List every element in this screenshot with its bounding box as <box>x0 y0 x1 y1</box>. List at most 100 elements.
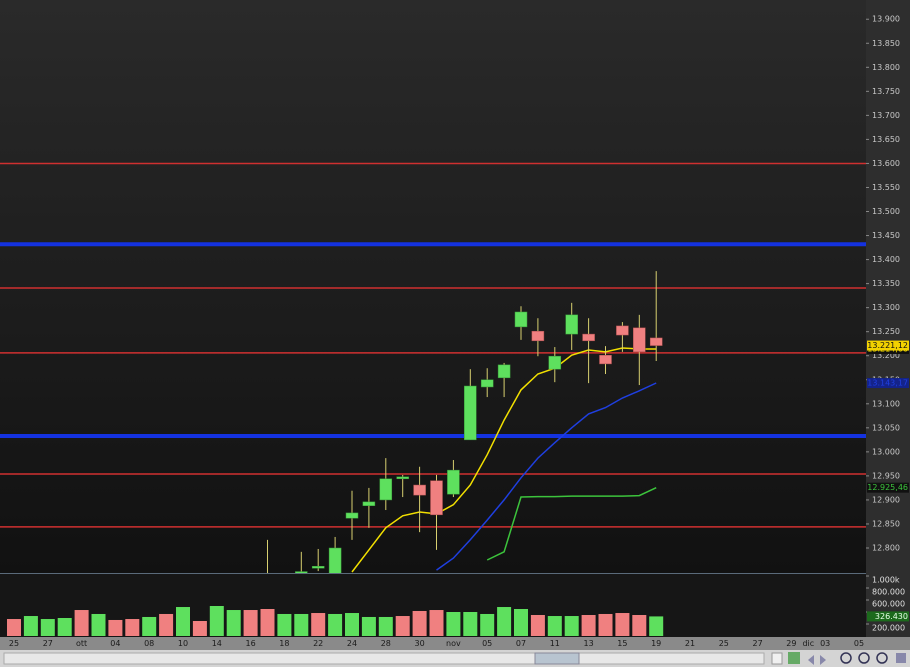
volume-plot <box>7 606 664 636</box>
y-tick-label: 800.000 <box>872 588 905 597</box>
icon[interactable] <box>820 655 826 665</box>
y-tick-label: 600.000 <box>872 600 905 609</box>
volume-bar <box>108 619 123 636</box>
candle-body <box>616 325 629 336</box>
x-tick-label: 22 <box>313 639 323 648</box>
candle-body <box>379 478 393 501</box>
value-tag-label: 326.430 <box>875 612 908 621</box>
value-tag <box>867 482 909 493</box>
volume-bar <box>311 613 326 636</box>
volume-bar <box>176 607 190 636</box>
x-axis <box>0 637 910 650</box>
x-tick-label: 08 <box>144 639 154 648</box>
candle-body <box>565 314 578 335</box>
y-tick-label: 12.850 <box>872 519 900 528</box>
zoom-icon[interactable] <box>840 652 852 664</box>
y-tick-label: 12.900 <box>872 495 900 504</box>
volume-bar <box>463 612 478 636</box>
x-tick-label: 13 <box>584 639 594 648</box>
value-tag <box>867 611 909 622</box>
toolbar-icons <box>788 652 906 665</box>
candle-body <box>413 484 426 496</box>
x-tick-label: 27 <box>43 639 53 648</box>
candle-body <box>430 480 443 516</box>
price-plot <box>0 162 866 573</box>
volume-bar <box>615 613 630 636</box>
zoom-icon[interactable] <box>858 652 870 664</box>
volume-bar <box>7 619 21 636</box>
x-tick-label: 03 <box>820 639 830 648</box>
volume-bar <box>209 606 224 636</box>
volume-bar <box>649 616 664 636</box>
volume-bar <box>429 610 444 636</box>
icon[interactable] <box>788 652 800 664</box>
x-tick-label: 25 <box>9 639 19 648</box>
y-tick-label: 12.800 <box>872 544 900 553</box>
x-tick-label: 11 <box>550 639 560 648</box>
y-tick-label: 13.250 <box>872 327 900 336</box>
y-tick-label: 1.000k <box>872 576 900 585</box>
x-tick-label: 18 <box>279 639 289 648</box>
y-tick-label: 13.500 <box>872 207 900 216</box>
volume-bar <box>378 616 393 636</box>
x-tick-label: 30 <box>415 639 425 648</box>
scroll-button[interactable] <box>771 652 783 665</box>
volume-bar <box>581 615 596 636</box>
axes: 12.800 12.850 12.900 12.950 13.000 13.050 13.1… <box>9 15 909 648</box>
scrollbar[interactable] <box>3 652 765 665</box>
y-tick-label: 13.450 <box>872 231 900 240</box>
volume-bar <box>480 613 495 636</box>
candle-body <box>447 469 460 495</box>
candle-body <box>633 327 646 353</box>
y-tick-label: 13.200 <box>872 351 900 360</box>
y-tick-label: 13.700 <box>872 111 900 120</box>
candle-body <box>345 512 359 519</box>
volume-bar <box>446 612 461 636</box>
volume-bar <box>23 616 38 636</box>
candle-body <box>480 379 494 388</box>
scroll-thumb[interactable] <box>534 652 580 665</box>
volume-bar <box>361 616 376 636</box>
y-tick-label: 13.100 <box>872 399 900 408</box>
value-tag-label: 13.221,12 <box>867 341 908 350</box>
volume-bar <box>328 613 343 636</box>
x-tick-label: dic <box>802 639 814 648</box>
y-tick-label: 13.050 <box>872 423 900 432</box>
x-tick-label: 07 <box>516 639 526 648</box>
x-tick-label: 10 <box>178 639 188 648</box>
volume-bar <box>395 616 410 636</box>
icon[interactable] <box>896 653 906 663</box>
x-tick-label: 29 <box>786 639 796 648</box>
candle-body <box>497 364 511 379</box>
x-tick-label: 28 <box>381 639 391 648</box>
volume-bar <box>412 610 427 636</box>
volume-bar <box>497 607 512 636</box>
price-panel <box>0 0 866 573</box>
zoom-icon[interactable] <box>876 652 888 664</box>
volume-bar <box>40 619 55 636</box>
x-tick-label: nov <box>446 639 461 648</box>
right-axis <box>866 0 910 637</box>
value-tag-label: 13.143,17 <box>867 379 908 388</box>
moving-average <box>436 382 657 571</box>
candle-body <box>548 355 562 370</box>
volume-bar <box>125 619 140 636</box>
candle-body <box>311 566 325 569</box>
candle-body <box>464 385 477 441</box>
candle-body <box>649 337 663 346</box>
volume-bar <box>142 616 157 636</box>
volume-bar <box>294 613 309 636</box>
icon[interactable] <box>808 655 814 665</box>
y-tick-label: 13.850 <box>872 39 900 48</box>
volume-bar <box>91 613 106 636</box>
volume-bar <box>192 621 207 636</box>
x-tick-label: 16 <box>246 639 256 648</box>
x-tick-label: ott <box>76 639 87 648</box>
volume-bar <box>260 609 275 636</box>
candle-body <box>531 330 545 342</box>
volume-bar <box>159 613 174 636</box>
x-tick-label: 21 <box>685 639 695 648</box>
volume-bar <box>598 613 613 636</box>
